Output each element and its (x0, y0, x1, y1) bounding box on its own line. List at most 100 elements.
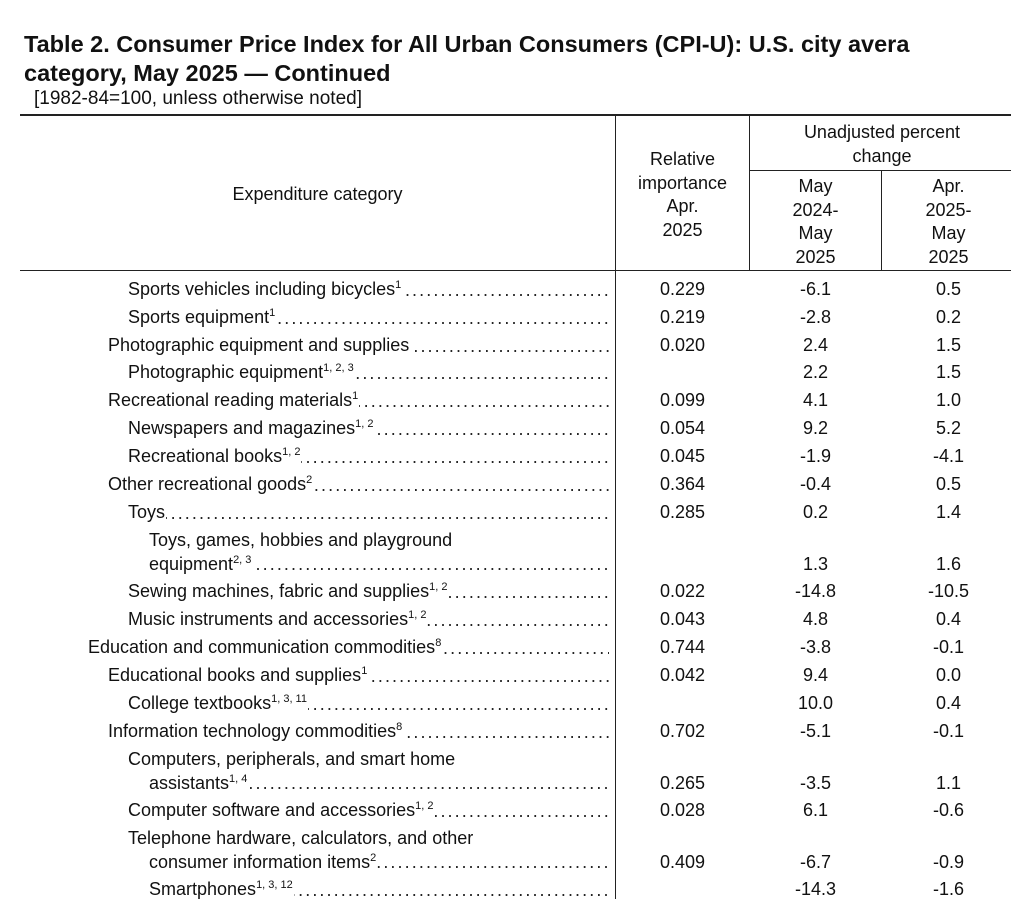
mom-change-value: 1.5 (935, 335, 962, 355)
yoy-change-value: 4.1 (802, 390, 829, 410)
footnote-ref: 1, 2 (415, 800, 434, 812)
row-label-text: assistants1, 4 (149, 772, 249, 793)
table-row: ........................................… (0, 306, 1011, 330)
yoy-change-value: -2.8 (799, 307, 832, 327)
footnote-ref: 8 (435, 637, 442, 649)
mom-change-value: 5.2 (935, 418, 962, 438)
table-row: ........................................… (0, 692, 1011, 716)
yoy-change-value: -5.1 (799, 721, 832, 741)
row-label-text: Sewing machines, fabric and supplies1, 2 (128, 581, 449, 601)
footnote-ref: 1 (269, 307, 276, 319)
yoy-change-value: 10.0 (797, 693, 834, 713)
row-label: ........................................… (128, 580, 609, 604)
row-label: ........................................… (108, 664, 609, 688)
header-mom-line-4: 2025 (928, 246, 969, 267)
mom-change-value: -0.1 (932, 637, 965, 657)
leader-dots: ........................................… (149, 554, 609, 574)
yoy-change-value: -14.8 (794, 581, 837, 601)
footnote-ref: 2 (370, 851, 377, 864)
mom-change-value: -10.5 (927, 581, 970, 601)
row-label-text: Photographic equipment1, 2, 3 (128, 362, 355, 382)
col-divider-2 (749, 116, 750, 270)
footnote-ref: 1, 3, 11 (271, 693, 307, 705)
header-unadjusted-line-2: change (852, 145, 912, 166)
mom-change-value: 0.5 (935, 279, 962, 299)
table-row: ........................................… (0, 608, 1011, 632)
row-label: Telephone hardware, calculators, and oth… (128, 827, 609, 851)
row-label-text: College textbooks1, 3, 11 (128, 693, 308, 713)
row-label-text: Computers, peripherals, and smart home (128, 749, 457, 769)
mom-change-value: 0.2 (935, 307, 962, 327)
header-yoy-line-3: May (798, 223, 833, 243)
row-label: ........................................… (88, 636, 609, 660)
footnote-ref: 1 (361, 665, 368, 677)
table-title: Table 2. Consumer Price Index for All Ur… (24, 30, 1011, 88)
header-importance-line: importance (637, 172, 728, 193)
relative-importance-value: 0.285 (659, 502, 706, 522)
footnote-ref: 1 (395, 279, 402, 291)
row-label-text: Other recreational goods2 (108, 474, 314, 494)
yoy-change-value: -1.9 (799, 446, 832, 466)
row-label: Computers, peripherals, and smart home (128, 748, 609, 772)
footnote-ref: 1, 2 (282, 446, 301, 458)
relative-importance-value: 0.744 (659, 637, 706, 657)
relative-importance-value: 0.099 (659, 390, 706, 410)
row-label: ........................................… (128, 445, 609, 469)
row-label: Toys, games, hobbies and playground (149, 529, 609, 553)
relative-importance-value: 0.364 (659, 474, 706, 494)
row-label-text: Toys (128, 502, 167, 522)
footnote-ref: 1, 2, 3 (323, 362, 354, 374)
mom-change-value: 1.6 (935, 553, 962, 574)
yoy-change-value: -6.1 (799, 279, 832, 299)
relative-importance-value: 0.045 (659, 446, 706, 466)
row-label: ........................................… (128, 501, 609, 525)
header-apr2025-may2025: Apr. 2025- May 2025 (882, 175, 1011, 269)
yoy-change-value: 0.2 (802, 502, 829, 522)
footnote-ref: 2 (306, 474, 313, 486)
relative-importance-value: 0.043 (659, 609, 706, 629)
header-mom-line-1: Apr. (932, 176, 965, 196)
row-label: ........................................… (108, 389, 609, 413)
leader-dots: ........................................… (149, 773, 609, 793)
relative-importance-value: 0.265 (659, 772, 706, 793)
row-label-text: consumer information items2 (149, 851, 378, 872)
mom-change-value: 1.4 (935, 502, 962, 522)
table-row: Computers, peripherals, and smart home..… (0, 748, 1011, 795)
table-title-line-1: Table 2. Consumer Price Index for All Ur… (24, 31, 910, 57)
yoy-change-value: 4.8 (802, 609, 829, 629)
mom-change-value: -4.1 (932, 446, 965, 466)
row-label-text: Educational books and supplies1 (108, 665, 369, 685)
col-divider-3 (881, 170, 882, 270)
header-yoy-line-2: 2024- (792, 199, 839, 220)
row-label-text: Recreational books1, 2 (128, 446, 302, 466)
footnote-ref: 1, 2 (429, 581, 448, 593)
header-bottom-rule (20, 270, 1011, 271)
row-label: ........................................… (149, 553, 609, 577)
table-row: ........................................… (0, 664, 1011, 688)
yoy-change-value: 2.2 (802, 362, 829, 382)
row-label-text: Newspapers and magazines1, 2 (128, 418, 375, 438)
header-mom-line-3: May (931, 223, 966, 243)
mom-change-value: 1.0 (935, 390, 962, 410)
row-label-text: Sports equipment1 (128, 307, 277, 327)
relative-importance-value: 0.054 (659, 418, 706, 438)
row-label-text: Photographic equipment and supplies (108, 335, 411, 355)
row-label: ........................................… (128, 608, 609, 632)
row-label: ........................................… (108, 334, 609, 358)
header-unadjusted-percent-change: Unadjusted percent change (750, 121, 1011, 168)
row-label: ........................................… (108, 720, 609, 744)
row-label-text: Toys, games, hobbies and playground (149, 530, 454, 550)
mom-change-value: 0.5 (935, 474, 962, 494)
relative-importance-value: 0.028 (659, 800, 706, 820)
yoy-change-value: 1.3 (802, 553, 829, 574)
row-label: ........................................… (128, 361, 609, 385)
row-label-text: Smartphones1, 3, 12 (149, 879, 294, 899)
footnote-ref: 8 (396, 721, 403, 733)
table-row: ........................................… (0, 580, 1011, 604)
header-unadjusted-line-1: Unadjusted percent (803, 122, 961, 142)
yoy-change-value: 6.1 (802, 800, 829, 820)
header-expenditure-category: Expenditure category (232, 184, 403, 204)
table-row: ........................................… (0, 636, 1011, 660)
col-divider-1 (615, 116, 616, 899)
footnote-ref: 1, 2 (408, 609, 427, 621)
